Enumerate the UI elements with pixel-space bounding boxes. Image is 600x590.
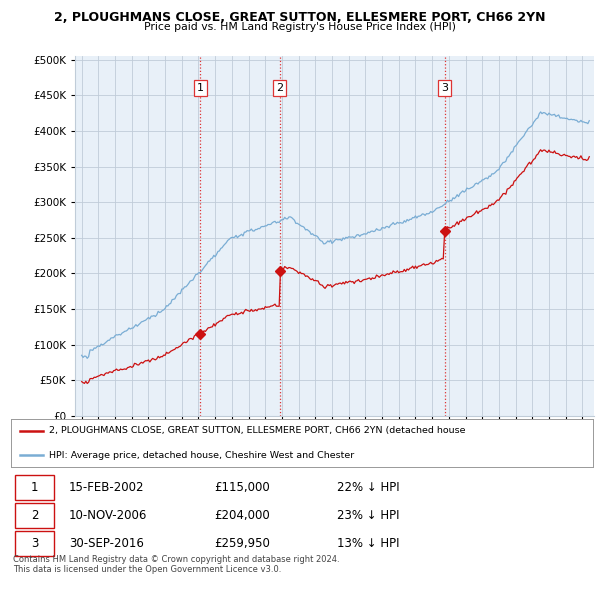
FancyBboxPatch shape	[15, 475, 55, 500]
Text: HPI: Average price, detached house, Cheshire West and Chester: HPI: Average price, detached house, Ches…	[49, 451, 354, 460]
Text: 1: 1	[31, 481, 38, 494]
Text: 3: 3	[441, 83, 448, 93]
Text: 22% ↓ HPI: 22% ↓ HPI	[337, 481, 400, 494]
Text: 10-NOV-2006: 10-NOV-2006	[69, 509, 148, 522]
FancyBboxPatch shape	[15, 531, 55, 556]
Text: 1: 1	[197, 83, 204, 93]
Text: £115,000: £115,000	[215, 481, 270, 494]
Text: 23% ↓ HPI: 23% ↓ HPI	[337, 509, 399, 522]
Text: 15-FEB-2002: 15-FEB-2002	[69, 481, 145, 494]
Text: Price paid vs. HM Land Registry's House Price Index (HPI): Price paid vs. HM Land Registry's House …	[144, 22, 456, 32]
Text: 3: 3	[31, 537, 38, 550]
Text: 2: 2	[31, 509, 38, 522]
Text: £204,000: £204,000	[215, 509, 270, 522]
FancyBboxPatch shape	[15, 503, 55, 528]
Text: 2, PLOUGHMANS CLOSE, GREAT SUTTON, ELLESMERE PORT, CH66 2YN: 2, PLOUGHMANS CLOSE, GREAT SUTTON, ELLES…	[54, 11, 546, 24]
Text: £259,950: £259,950	[215, 537, 271, 550]
Text: This data is licensed under the Open Government Licence v3.0.: This data is licensed under the Open Gov…	[13, 565, 281, 574]
Text: Contains HM Land Registry data © Crown copyright and database right 2024.: Contains HM Land Registry data © Crown c…	[13, 555, 340, 563]
Text: 2, PLOUGHMANS CLOSE, GREAT SUTTON, ELLESMERE PORT, CH66 2YN (detached house: 2, PLOUGHMANS CLOSE, GREAT SUTTON, ELLES…	[49, 427, 465, 435]
Text: 2: 2	[276, 83, 283, 93]
Text: 30-SEP-2016: 30-SEP-2016	[69, 537, 144, 550]
Text: 13% ↓ HPI: 13% ↓ HPI	[337, 537, 399, 550]
